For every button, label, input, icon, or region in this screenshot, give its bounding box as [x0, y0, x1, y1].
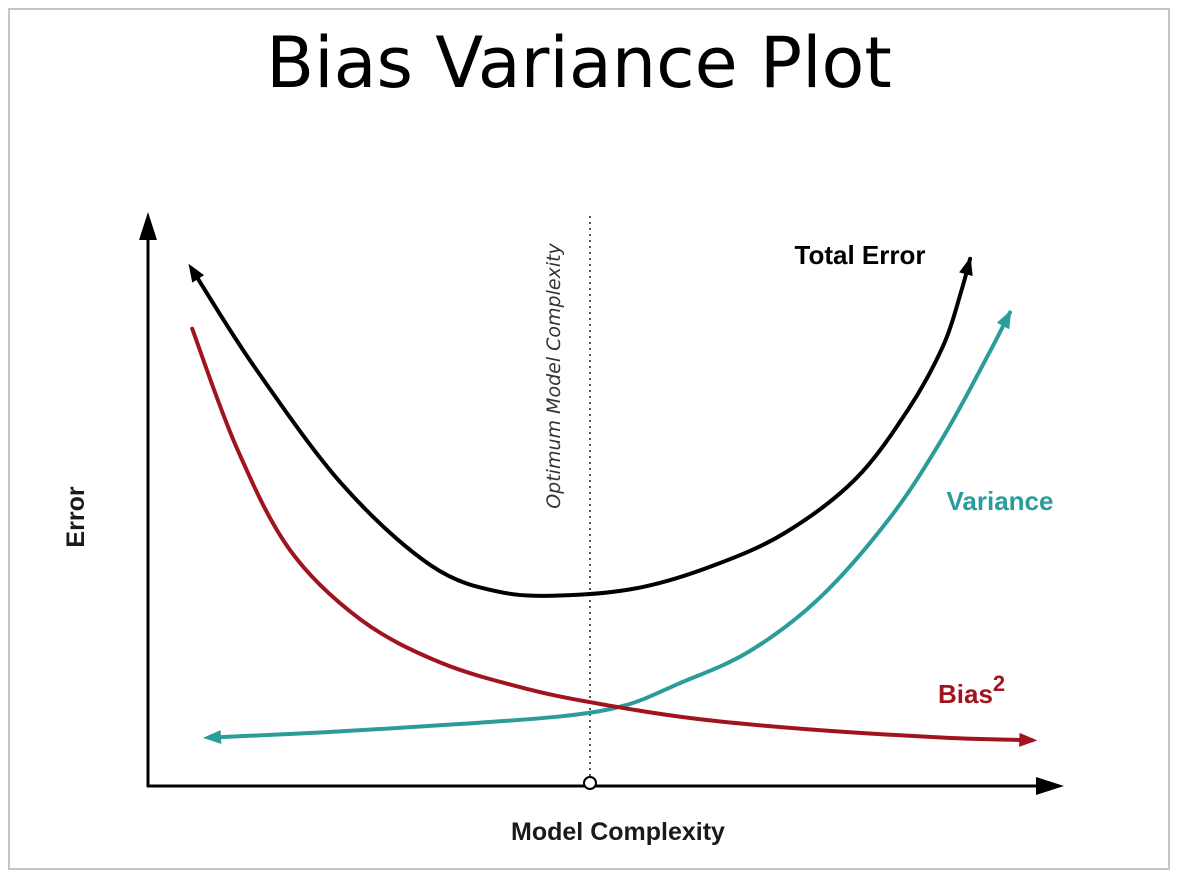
series-arrow-start-variance: [202, 730, 222, 745]
optimum-complexity-marker: [583, 776, 597, 790]
optimum-complexity-label: Optimum Model Complexity: [543, 242, 565, 508]
series-variance: [202, 309, 1012, 745]
axes: [139, 212, 1064, 795]
series-arrow-start-total-error: [188, 263, 205, 283]
series-label-variance: Variance: [947, 486, 1054, 516]
series-label-bias: Bias2: [938, 671, 1005, 709]
series-label-layer: Total Error Variance Bias2: [795, 240, 1054, 709]
series-layer: [188, 256, 1038, 747]
series-label-bias-superscript: 2: [993, 671, 1005, 696]
series-label-total-error: Total Error: [795, 240, 926, 270]
series-bias: [190, 326, 1038, 747]
x-axis-arrowhead: [1036, 777, 1064, 795]
x-axis-label: Model Complexity: [511, 818, 725, 846]
annotation-layer: Optimum Model Complexity: [543, 216, 597, 790]
series-arrow-end-total-error: [959, 256, 973, 277]
series-total-error: [188, 256, 973, 598]
series-arrow-end-bias: [1019, 732, 1038, 747]
series-line-bias: [190, 326, 1034, 743]
series-line-variance: [207, 310, 1012, 740]
series-line-total-error: [190, 256, 973, 598]
series-arrow-end-variance: [996, 309, 1012, 330]
y-axis-label: Error: [62, 486, 90, 547]
chart-title: Bias Variance Plot: [266, 22, 892, 104]
y-axis-arrowhead: [139, 212, 157, 240]
